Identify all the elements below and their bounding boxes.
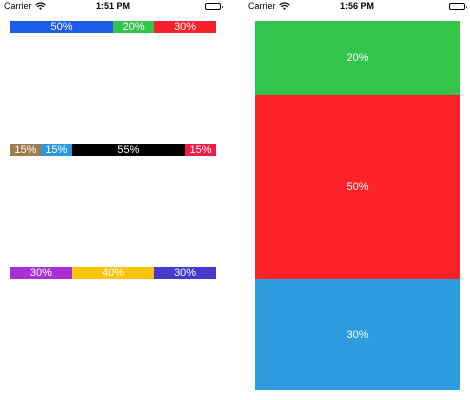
bar-segment: 15%: [40, 144, 72, 156]
carrier-label: Carrier: [248, 1, 276, 11]
battery-icon: [449, 3, 467, 10]
wifi-icon: [34, 2, 46, 10]
status-bar: Carrier 1:56 PM: [244, 0, 470, 14]
segmented-progress-bar: 50% 20% 30%: [10, 21, 216, 33]
bar-segment: 50%: [10, 21, 113, 33]
bar-segment: 30%: [154, 21, 216, 33]
bar-segment: 20%: [255, 21, 460, 95]
battery-icon: [205, 3, 223, 10]
bar-segment: 50%: [255, 94, 460, 280]
bar-segment: 30%: [154, 267, 216, 279]
bar-segment: 20%: [113, 21, 155, 33]
status-time: 1:51 PM: [95, 1, 130, 11]
segmented-progress-bar: 15% 15% 55% 15%: [10, 144, 216, 156]
bar-segment: 40%: [71, 267, 155, 279]
carrier-indicator: Carrier: [248, 1, 290, 11]
bar-segment: 15%: [185, 144, 216, 156]
left-screen: Carrier 1:51 PM 50% 20% 30% 15% 15% 55% 15% 3…: [0, 0, 226, 400]
vertical-segmented-bar: 20% 50% 30%: [255, 21, 460, 390]
bar-segment: 55%: [71, 144, 186, 156]
carrier-indicator: Carrier: [4, 1, 46, 11]
status-time: 1:56 PM: [339, 1, 374, 11]
bar-segment: 30%: [255, 279, 460, 390]
bar-segment: 15%: [10, 144, 41, 156]
wifi-icon: [278, 2, 290, 10]
status-bar: Carrier 1:51 PM: [0, 0, 226, 14]
right-screen: Carrier 1:56 PM 20% 50% 30%: [244, 0, 470, 400]
segmented-progress-bar: 30% 40% 30%: [10, 267, 216, 279]
carrier-label: Carrier: [4, 1, 32, 11]
bar-segment: 30%: [10, 267, 72, 279]
